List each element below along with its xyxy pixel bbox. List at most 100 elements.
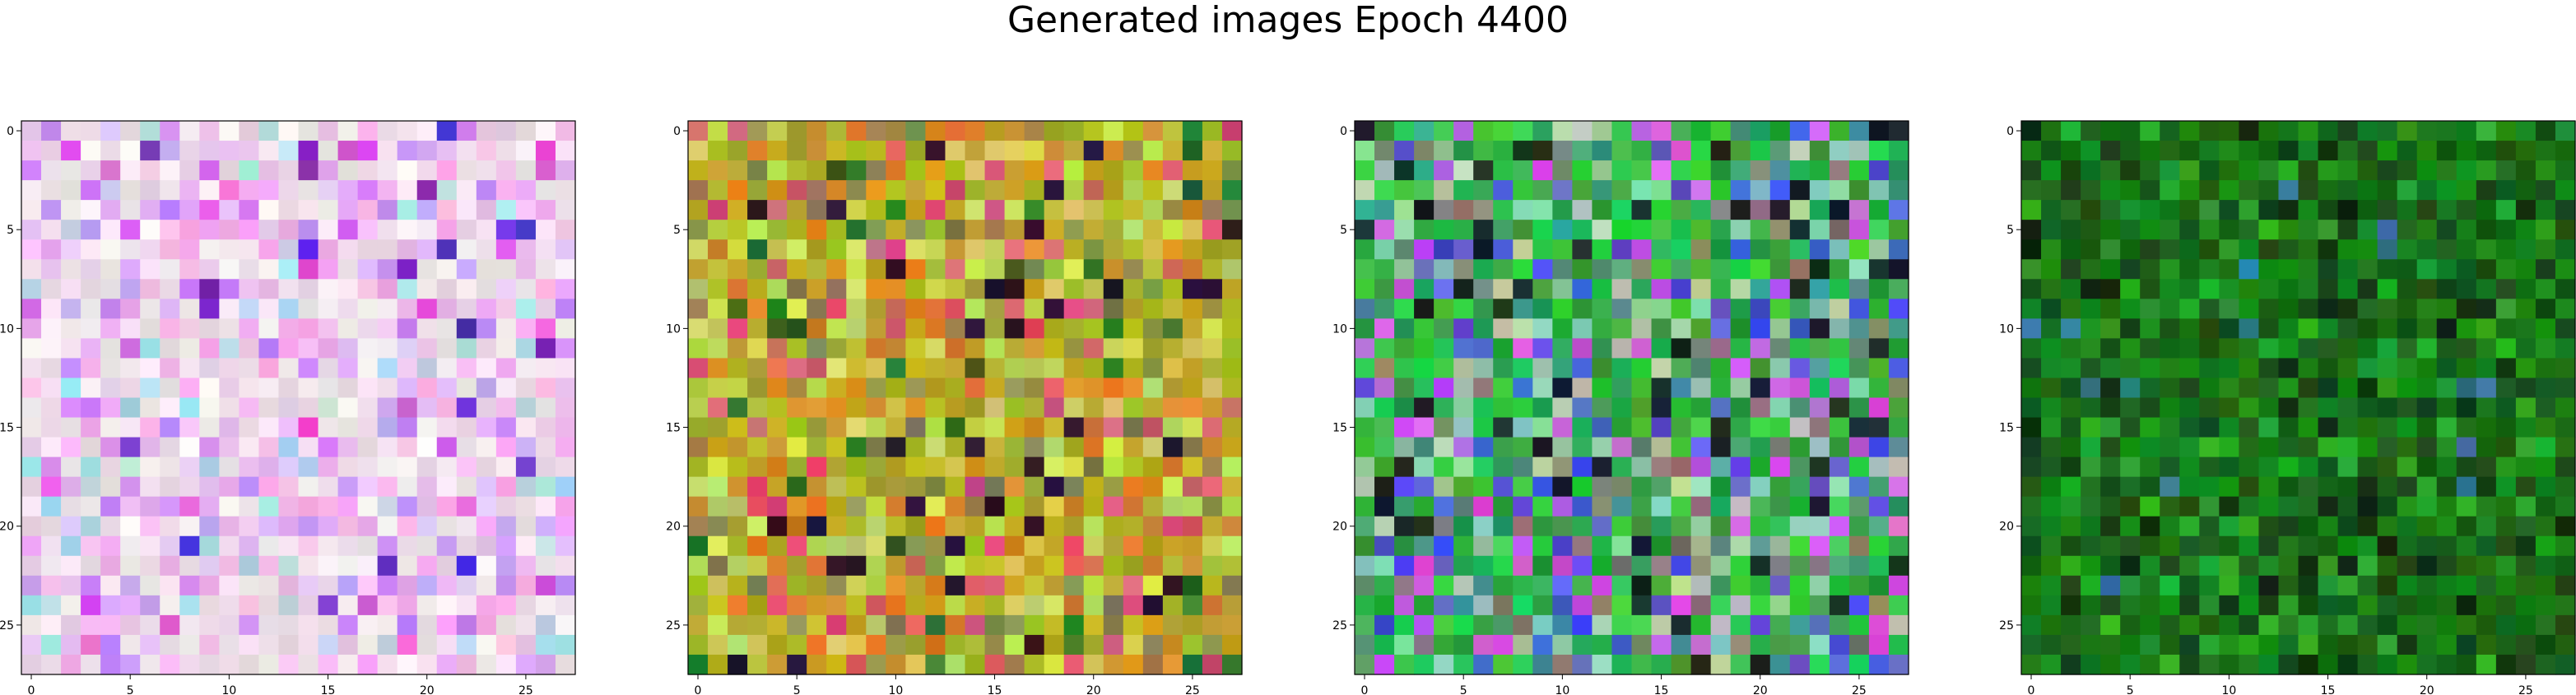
- pixel-cell: [1888, 476, 1909, 498]
- pixel-cell: [2120, 535, 2141, 557]
- pixel-cell: [2555, 358, 2576, 379]
- y-tick-label: 25: [0, 619, 14, 632]
- pixel-cell: [1592, 220, 1613, 240]
- pixel-cell: [1829, 595, 1850, 616]
- pixel-cell: [886, 575, 906, 596]
- pixel-cell: [2555, 200, 2576, 220]
- pixel-cell: [1809, 516, 1830, 537]
- pixel-cell: [140, 200, 160, 220]
- pixel-cell: [1888, 220, 1909, 240]
- pixel-cell: [2436, 279, 2457, 299]
- pixel-cell: [1631, 595, 1653, 616]
- pixel-cell: [2081, 279, 2101, 299]
- pixel-cell: [1730, 555, 1751, 577]
- pixel-cell: [2318, 121, 2339, 141]
- pixel-cell: [1473, 338, 1494, 359]
- pixel-cell: [2535, 614, 2556, 636]
- pixel-cell: [120, 180, 141, 201]
- pixel-cell: [2515, 476, 2536, 498]
- pixel-cell: [1789, 239, 1811, 260]
- pixel-cell: [945, 279, 966, 299]
- pixel-cell: [2179, 575, 2200, 596]
- pixel-cell: [1730, 614, 1751, 636]
- pixel-cell: [1063, 200, 1085, 220]
- pixel-cell: [866, 121, 886, 141]
- pixel-cell: [199, 417, 220, 438]
- pixel-cell: [476, 200, 497, 220]
- pixel-cell: [456, 575, 477, 596]
- pixel-cell: [965, 595, 986, 616]
- pixel-cell: [1162, 654, 1183, 675]
- pixel-cell: [1024, 575, 1045, 596]
- pixel-cell: [2179, 437, 2200, 458]
- pixel-cell: [239, 476, 260, 498]
- pixel-cell: [2318, 456, 2339, 478]
- pixel-cell: [2140, 496, 2160, 517]
- pixel-cell: [1572, 259, 1593, 280]
- pixel-cell: [2120, 437, 2141, 458]
- pixel-cell: [1103, 160, 1124, 181]
- pixel-cell: [1453, 318, 1474, 339]
- pixel-cell: [2278, 397, 2299, 419]
- pixel-cell: [1004, 575, 1025, 596]
- pixel-cell: [2318, 279, 2339, 299]
- pixel-cell: [1730, 595, 1751, 616]
- pixel-cell: [1513, 121, 1533, 141]
- pixel-cell: [2476, 180, 2497, 201]
- pixel-cell: [2021, 239, 2042, 260]
- pixel-cell: [1414, 358, 1434, 379]
- pixel-cell: [1572, 358, 1593, 379]
- pixel-cell: [1611, 299, 1633, 319]
- pixel-cell: [1513, 437, 1533, 458]
- axes-frame: [1354, 120, 1909, 675]
- pixel-cell: [61, 141, 81, 161]
- pixel-cell: [1355, 555, 1375, 577]
- pixel-cell: [535, 180, 556, 201]
- pixel-cell: [2416, 318, 2438, 339]
- pixel-cell: [1611, 220, 1633, 240]
- pixel-cell: [219, 358, 239, 379]
- pixel-cell: [1750, 456, 1771, 478]
- pixel-cell: [2081, 555, 2101, 577]
- pixel-cell: [41, 516, 62, 537]
- pixel-cell: [787, 555, 807, 577]
- pixel-cell: [2258, 575, 2280, 596]
- pixel-cell: [199, 318, 220, 339]
- pixel-cell: [767, 654, 788, 675]
- pixel-cell: [1182, 456, 1203, 478]
- pixel-cell: [1730, 358, 1751, 379]
- pixel-cell: [357, 634, 379, 656]
- pixel-cell: [1063, 378, 1085, 399]
- pixel-cell: [1888, 516, 1909, 537]
- pixel-cell: [984, 417, 1006, 438]
- pixel-cell: [1221, 279, 1243, 299]
- pixel-cell: [767, 555, 788, 577]
- pixel-cell: [318, 634, 339, 656]
- pixel-cell: [2239, 634, 2260, 656]
- pixel-cell: [1355, 358, 1375, 379]
- pixel-cell: [21, 180, 42, 201]
- pixel-cell: [81, 180, 101, 201]
- pixel-cell: [2258, 141, 2280, 161]
- pixel-cell: [1750, 259, 1771, 280]
- pixel-cell: [708, 456, 728, 478]
- pixel-cell: [140, 279, 160, 299]
- pixel-cell: [1182, 200, 1203, 220]
- pixel-cell: [1103, 476, 1124, 498]
- pixel-cell: [436, 160, 458, 181]
- pixel-cell: [1829, 397, 1850, 419]
- pixel-cell: [2041, 595, 2062, 616]
- pixel-cell: [2081, 535, 2101, 557]
- pixel-cell: [179, 397, 200, 419]
- pixel-cell: [495, 575, 517, 596]
- pixel-cell: [1024, 279, 1045, 299]
- pixel-cell: [965, 417, 986, 438]
- pixel-cell: [515, 338, 537, 359]
- pixel-cell: [1710, 358, 1732, 379]
- pixel-cell: [1473, 535, 1494, 557]
- pixel-cell: [1671, 417, 1692, 438]
- pixel-cell: [1355, 654, 1375, 675]
- pixel-cell: [1221, 654, 1243, 675]
- pixel-cell: [2041, 338, 2062, 359]
- pixel-cell: [377, 437, 398, 458]
